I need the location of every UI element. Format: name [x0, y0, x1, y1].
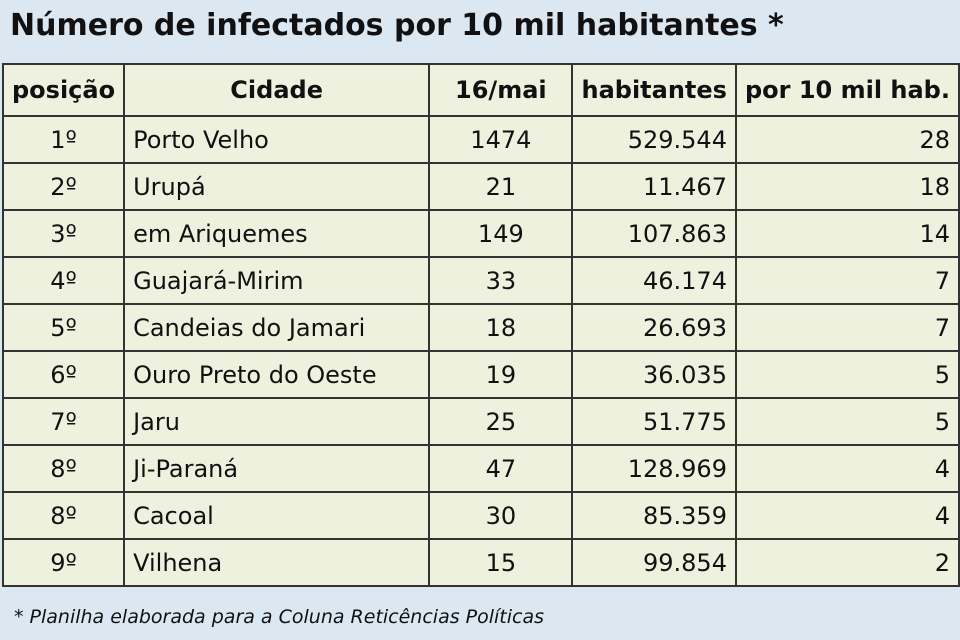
table-cell: Candeias do Jamari: [123, 303, 431, 352]
table-cell: Ji-Paraná: [123, 444, 431, 493]
table-cell: 5º: [1, 303, 126, 352]
table-cell: 18: [428, 303, 574, 352]
table-cell: 7: [734, 256, 960, 305]
table-cell: 529.544: [571, 115, 737, 164]
table-cell: 85.359: [571, 491, 737, 540]
table-cell: 7: [734, 303, 960, 352]
column-header: 16/mai: [428, 63, 574, 117]
table-cell: 18: [734, 162, 960, 211]
table-cell: 128.969: [571, 444, 737, 493]
table-cell: em Ariquemes: [123, 209, 431, 258]
table-cell: 30: [428, 491, 574, 540]
table-row: 3º em Ariquemes 149 107.863 14: [1, 209, 960, 258]
table-cell: 9º: [1, 538, 126, 587]
table-cell: 26.693: [571, 303, 737, 352]
footnote: * Planilha elaborada para a Coluna Retic…: [14, 606, 545, 628]
table-cell: Jaru: [123, 397, 431, 446]
header-row: posição Cidade 16/mai habitantes por 10 mil …: [1, 63, 960, 117]
table-cell: 149: [428, 209, 574, 258]
table-cell: 8º: [1, 491, 126, 540]
table-cell: 107.863: [571, 209, 737, 258]
table-cell: 15: [428, 538, 574, 587]
title: Número de infectados por 10 mil habitant…: [10, 8, 784, 43]
table-row: 7º Jaru 25 51.775 5: [1, 397, 960, 446]
table-cell: 6º: [1, 350, 126, 399]
table-cell: 7º: [1, 397, 126, 446]
table-cell: 4º: [1, 256, 126, 305]
table-cell: 11.467: [571, 162, 737, 211]
table-row: 1º Porto Velho 1474 529.544 28: [1, 115, 960, 164]
table-cell: 14: [734, 209, 960, 258]
column-header: por 10 mil hab.: [734, 63, 960, 117]
table-cell: 25: [428, 397, 574, 446]
table-cell: 4: [734, 491, 960, 540]
table-cell: 36.035: [571, 350, 737, 399]
table-cell: Urupá: [123, 162, 431, 211]
table-cell: 99.854: [571, 538, 737, 587]
table-row: 8º Cacoal 30 85.359 4: [1, 491, 960, 540]
table-cell: Porto Velho: [123, 115, 431, 164]
table-cell: 19: [428, 350, 574, 399]
table-row: 6º Ouro Preto do Oeste 19 36.035 5: [1, 350, 960, 399]
table-row: 2º Urupá 21 11.467 18: [1, 162, 960, 211]
table-cell: 51.775: [571, 397, 737, 446]
table-cell: 3º: [1, 209, 126, 258]
table-cell: Ouro Preto do Oeste: [123, 350, 431, 399]
table-row: 9º Vilhena 15 99.854 2: [1, 538, 960, 587]
column-header: habitantes: [571, 63, 737, 117]
table-cell: 46.174: [571, 256, 737, 305]
table-cell: Cacoal: [123, 491, 431, 540]
data-table: posição Cidade 16/mai habitantes por 10 mil …: [1, 63, 960, 587]
table-cell: 33: [428, 256, 574, 305]
table-cell: 2: [734, 538, 960, 587]
column-header: Cidade: [123, 63, 431, 117]
table-row: 4º Guajará-Mirim 33 46.174 7: [1, 256, 960, 305]
table-cell: 5: [734, 397, 960, 446]
table-row: 8º Ji-Paraná 47 128.969 4: [1, 444, 960, 493]
table-cell: 4: [734, 444, 960, 493]
table-cell: 1º: [1, 115, 126, 164]
table-body: 1º Porto Velho 1474 529.544 28 2º Urupá 21 11.46…: [1, 115, 960, 587]
table-cell: Guajará-Mirim: [123, 256, 431, 305]
table-cell: Vilhena: [123, 538, 431, 587]
table-cell: 5: [734, 350, 960, 399]
table-cell: 2º: [1, 162, 126, 211]
table-cell: 28: [734, 115, 960, 164]
table-row: 5º Candeias do Jamari 18 26.693 7: [1, 303, 960, 352]
table-cell: 21: [428, 162, 574, 211]
table-cell: 8º: [1, 444, 126, 493]
column-header: posição: [1, 63, 126, 117]
table-cell: 47: [428, 444, 574, 493]
table-cell: 1474: [428, 115, 574, 164]
